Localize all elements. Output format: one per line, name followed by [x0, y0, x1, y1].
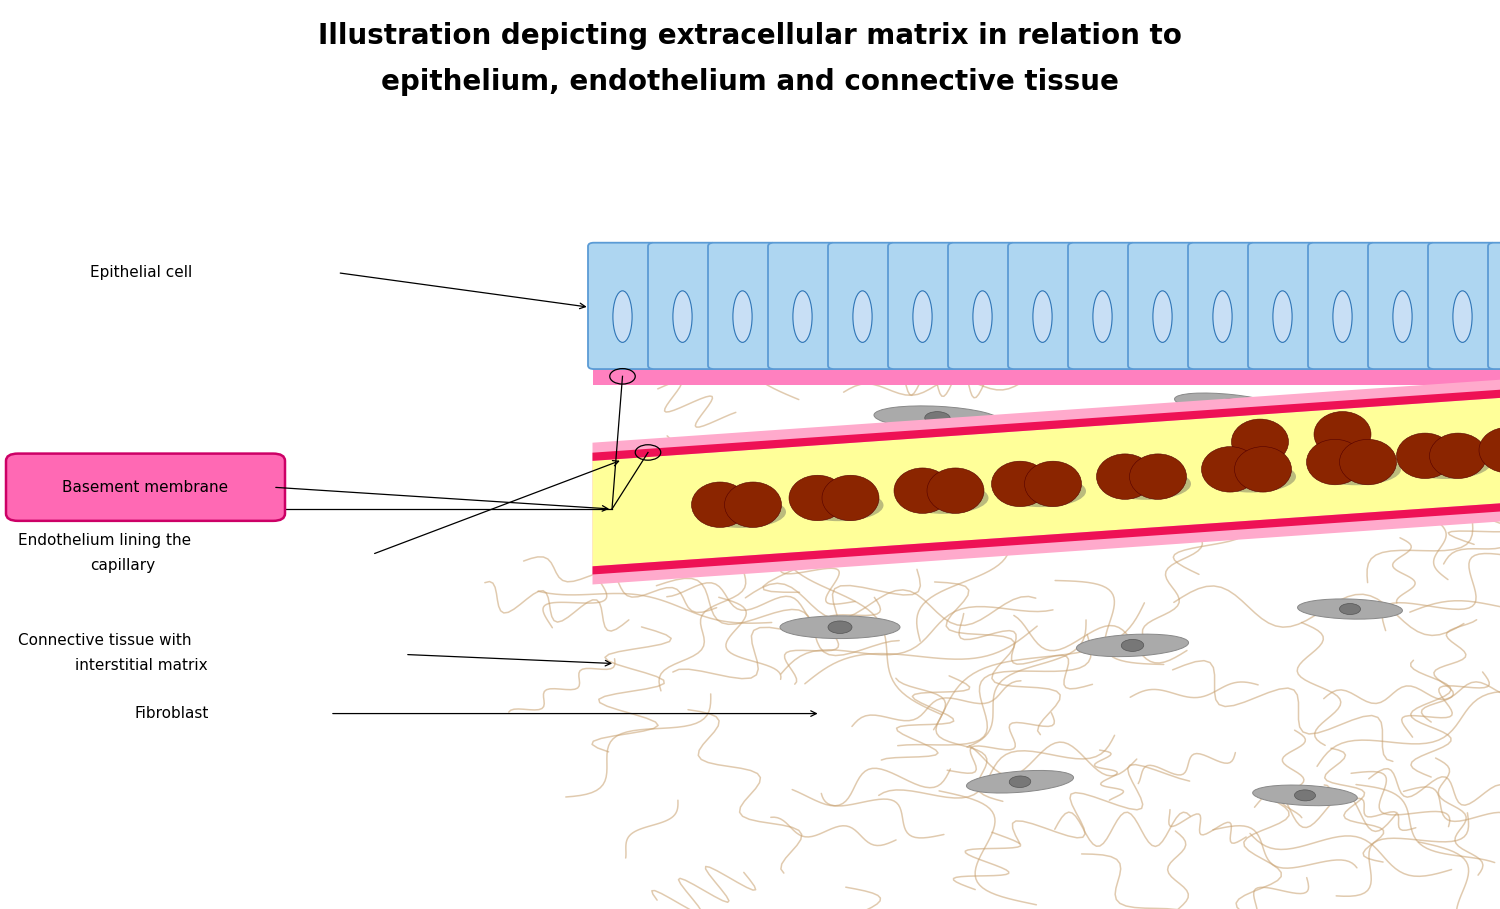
Text: Basement membrane: Basement membrane	[63, 480, 228, 494]
Polygon shape	[592, 385, 1500, 461]
Ellipse shape	[996, 475, 1086, 507]
Ellipse shape	[874, 406, 1001, 430]
Text: interstitial matrix: interstitial matrix	[75, 658, 207, 673]
Ellipse shape	[974, 291, 992, 343]
Ellipse shape	[1096, 454, 1154, 499]
FancyBboxPatch shape	[1188, 243, 1257, 369]
Ellipse shape	[1101, 468, 1191, 500]
Ellipse shape	[789, 475, 846, 521]
Ellipse shape	[853, 291, 871, 343]
Ellipse shape	[1314, 412, 1371, 457]
FancyBboxPatch shape	[1128, 243, 1197, 369]
Ellipse shape	[1232, 419, 1288, 464]
Ellipse shape	[1077, 634, 1188, 656]
Ellipse shape	[1311, 454, 1401, 485]
Ellipse shape	[1034, 291, 1052, 343]
FancyBboxPatch shape	[1008, 243, 1077, 369]
Bar	[592, 365, 1500, 385]
Ellipse shape	[1298, 599, 1402, 619]
Ellipse shape	[992, 461, 1048, 506]
Ellipse shape	[780, 616, 900, 638]
Polygon shape	[592, 375, 1500, 584]
FancyBboxPatch shape	[1368, 243, 1437, 369]
Ellipse shape	[1340, 439, 1396, 484]
Polygon shape	[592, 393, 1500, 566]
Ellipse shape	[1274, 291, 1292, 343]
Ellipse shape	[1154, 291, 1172, 343]
Ellipse shape	[898, 482, 989, 514]
Text: Connective tissue with: Connective tissue with	[18, 634, 192, 648]
Ellipse shape	[1220, 399, 1240, 410]
FancyBboxPatch shape	[708, 243, 777, 369]
Ellipse shape	[1202, 446, 1258, 492]
Ellipse shape	[822, 475, 879, 521]
FancyBboxPatch shape	[1248, 243, 1317, 369]
Ellipse shape	[692, 482, 748, 527]
FancyBboxPatch shape	[1428, 243, 1497, 369]
Ellipse shape	[927, 468, 984, 514]
Ellipse shape	[1454, 291, 1472, 343]
Text: epithelium, endothelium and connective tissue: epithelium, endothelium and connective t…	[381, 68, 1119, 95]
FancyBboxPatch shape	[6, 454, 285, 521]
Ellipse shape	[1484, 442, 1500, 474]
FancyBboxPatch shape	[648, 243, 717, 369]
Ellipse shape	[828, 621, 852, 634]
Ellipse shape	[724, 482, 782, 527]
Text: Endothelium lining the: Endothelium lining the	[18, 534, 190, 548]
Ellipse shape	[1214, 291, 1231, 343]
Ellipse shape	[1394, 291, 1411, 343]
Ellipse shape	[1294, 790, 1316, 801]
Ellipse shape	[1430, 433, 1486, 478]
Polygon shape	[592, 498, 1500, 574]
Ellipse shape	[696, 496, 786, 528]
Ellipse shape	[1024, 461, 1082, 506]
Ellipse shape	[1122, 639, 1143, 652]
Ellipse shape	[1010, 776, 1031, 787]
Text: Fibroblast: Fibroblast	[135, 706, 210, 721]
Ellipse shape	[794, 291, 812, 343]
Ellipse shape	[966, 771, 1074, 793]
Ellipse shape	[1306, 439, 1364, 484]
Ellipse shape	[1396, 433, 1454, 478]
Text: Illustration depicting extracellular matrix in relation to: Illustration depicting extracellular mat…	[318, 23, 1182, 50]
Ellipse shape	[1174, 393, 1286, 416]
Ellipse shape	[1130, 454, 1186, 499]
FancyBboxPatch shape	[768, 243, 837, 369]
Ellipse shape	[614, 291, 632, 343]
Ellipse shape	[1479, 427, 1500, 473]
Ellipse shape	[926, 412, 950, 425]
Ellipse shape	[1252, 785, 1358, 805]
Ellipse shape	[894, 468, 951, 514]
Ellipse shape	[1340, 604, 1360, 614]
Ellipse shape	[914, 291, 932, 343]
Ellipse shape	[1334, 291, 1352, 343]
Ellipse shape	[674, 291, 692, 343]
Ellipse shape	[794, 489, 883, 521]
Text: Epithelial cell: Epithelial cell	[90, 265, 192, 280]
Ellipse shape	[1206, 461, 1296, 493]
FancyBboxPatch shape	[1068, 243, 1137, 369]
FancyBboxPatch shape	[948, 243, 1017, 369]
Ellipse shape	[1094, 291, 1112, 343]
Ellipse shape	[1401, 447, 1491, 479]
Text: capillary: capillary	[90, 558, 154, 573]
FancyBboxPatch shape	[588, 243, 657, 369]
Ellipse shape	[1234, 446, 1292, 492]
FancyBboxPatch shape	[828, 243, 897, 369]
FancyBboxPatch shape	[1308, 243, 1377, 369]
FancyBboxPatch shape	[1488, 243, 1500, 369]
Ellipse shape	[734, 291, 752, 343]
FancyBboxPatch shape	[888, 243, 957, 369]
